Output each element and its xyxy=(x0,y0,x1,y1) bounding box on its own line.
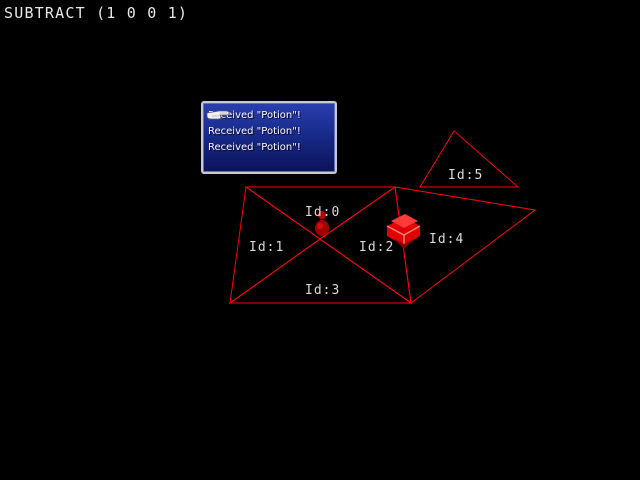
triangle-label-4: Id:4 xyxy=(429,232,464,247)
dialog-line-2: Received "Potion"! xyxy=(208,126,301,137)
triangle-label-3: Id:3 xyxy=(305,283,340,298)
debug-title: SUBTRACT (1 0 0 1) xyxy=(4,4,189,22)
chest-shadow xyxy=(393,238,415,249)
chest-lid xyxy=(391,214,418,228)
triangle-label-1: Id:1 xyxy=(249,240,284,255)
walkmesh-triangle-5 xyxy=(419,130,520,188)
chest-body xyxy=(387,217,420,246)
triangle-label-2: Id:2 xyxy=(359,240,394,255)
walkmesh-triangle-4 xyxy=(394,186,537,304)
pointing-hand-icon xyxy=(206,110,230,120)
triangle-label-5: Id:5 xyxy=(448,168,483,183)
player-marker xyxy=(315,211,329,236)
dialog-line-1: Received "Potion"! xyxy=(208,110,301,121)
player-head xyxy=(318,211,326,219)
dialog-line-3: Received "Potion"! xyxy=(208,142,301,153)
player-highlight xyxy=(317,223,323,229)
walkmesh-labels: Id:0 Id:1 Id:2 Id:3 Id:4 Id:5 xyxy=(249,168,483,298)
item-received-dialog[interactable]: Received "Potion"! Received "Potion"! Re… xyxy=(201,101,337,174)
triangle-label-0: Id:0 xyxy=(305,205,340,220)
treasure-chest-icon[interactable] xyxy=(386,214,421,249)
walkmesh-triangle-3 xyxy=(228,238,413,304)
